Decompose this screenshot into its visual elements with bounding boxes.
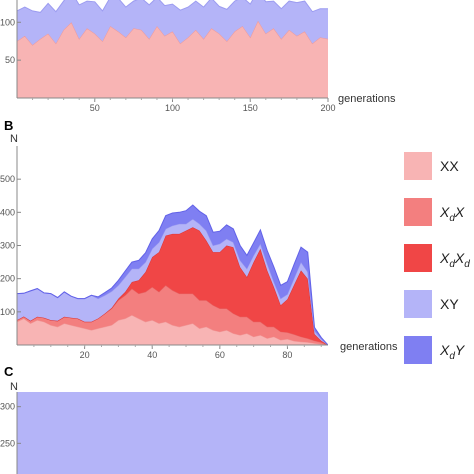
legend: XX XdX XdXd XY XdY [404,152,470,364]
legend-swatch [404,244,432,272]
panel-c: 250 300 NC [0,364,328,474]
y-tick-label: 100 [0,17,15,27]
legend-label: XY [440,296,459,312]
y-tick-label: 100 [0,307,15,317]
y-tick-label: 250 [0,438,15,448]
legend-item-xdxd: XdXd [404,244,470,272]
legend-label: XdX [439,204,465,224]
legend-label: XdXd [439,250,470,270]
x-tick-label: 80 [282,350,292,360]
x-tick-label: 200 [320,103,335,113]
y-tick-label: 300 [0,402,15,412]
y-axis-label: N [10,133,18,145]
area-xdxd [17,227,328,345]
line-xdy [17,204,328,345]
plot-area [17,0,328,98]
x-tick-label: 40 [147,350,157,360]
x-axis-label: generations [340,341,398,353]
area-xy [17,219,328,345]
legend-item-xx: XX [404,152,459,180]
legend-item-xdx: XdX [404,198,465,226]
panel-label: C [4,364,14,379]
legend-swatch [404,290,432,318]
legend-label: XX [440,158,459,174]
y-tick-label: 300 [0,241,15,251]
plot-area [17,392,328,474]
area-xx [17,315,328,345]
line-xy [17,0,328,13]
x-tick-label: 50 [90,103,100,113]
plot-area [17,204,328,345]
x-tick-label: 100 [165,103,180,113]
area-xy [17,0,328,45]
x-tick-label: 20 [80,350,90,360]
x-tick-label: 60 [215,350,225,360]
x-axis-label: generations [338,93,396,105]
y-axis-label: N [10,381,18,393]
area-xy [17,392,328,474]
legend-item-xdy: XdY [404,336,466,364]
legend-swatch [404,152,432,180]
legend-swatch [404,198,432,226]
y-tick-label: 400 [0,207,15,217]
legend-label: XdY [439,342,466,362]
area-xx [17,20,328,98]
area-xdx [17,285,328,345]
x-tick-label: 150 [243,103,258,113]
y-tick-label: 50 [5,55,15,65]
legend-item-xy: XY [404,290,459,318]
panel-b: 100 200 300 400 500 20 40 60 80 generations NB [0,118,398,360]
panel-label: B [4,118,13,133]
y-tick-label: 200 [0,274,15,284]
y-tick-label: 500 [0,174,15,184]
legend-swatch [404,336,432,364]
